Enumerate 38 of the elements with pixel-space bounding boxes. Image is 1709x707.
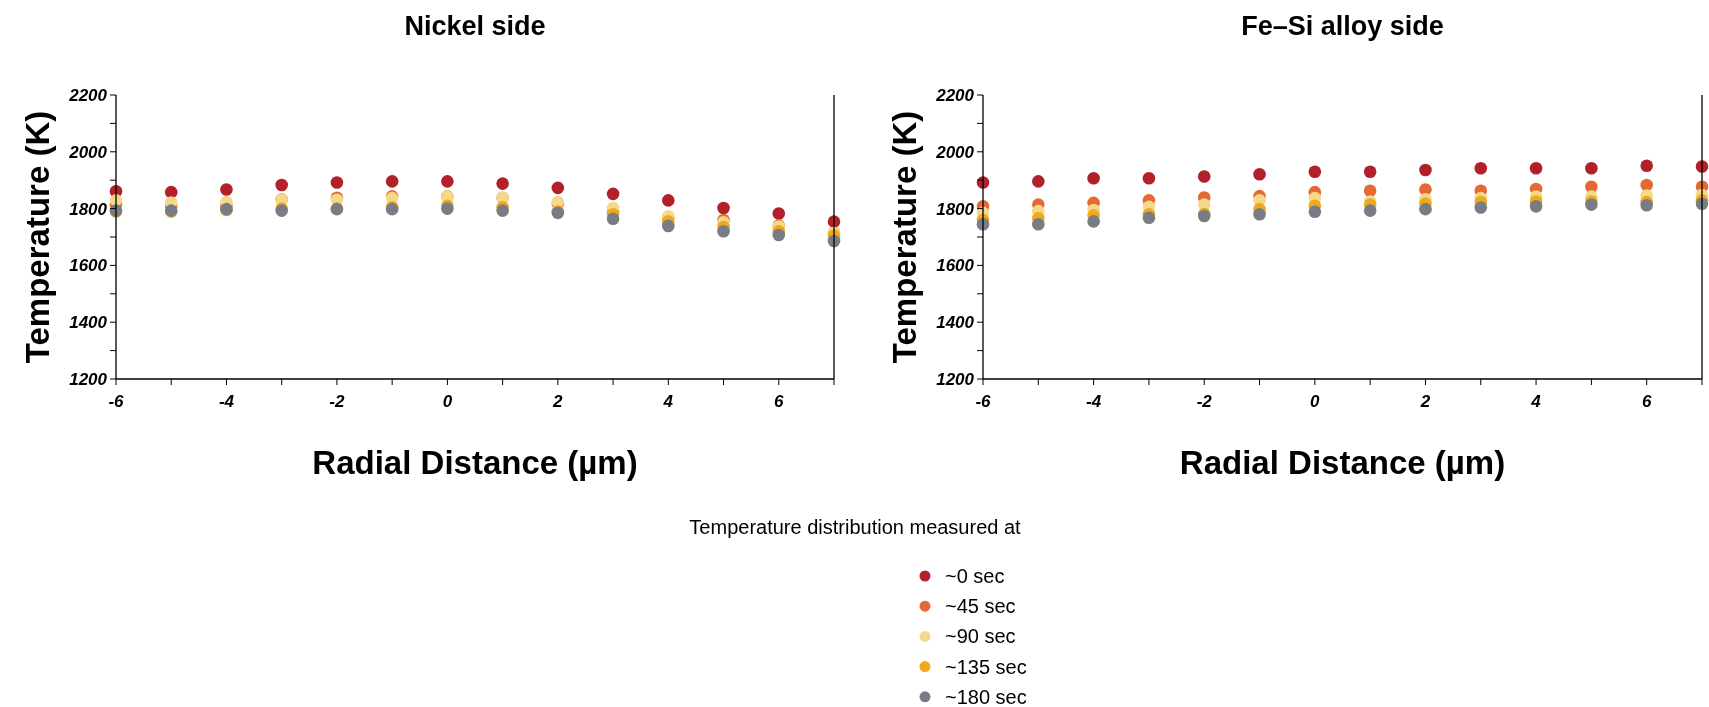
y-tick-label: 2200 xyxy=(935,85,975,105)
x-tick-label: 6 xyxy=(774,392,785,411)
y-tick-label: 2000 xyxy=(68,142,108,162)
y-tick-label: 1400 xyxy=(69,313,108,333)
chart-title: Nickel side xyxy=(404,11,546,41)
x-tick-label: -2 xyxy=(329,392,346,411)
x-tick-label: 6 xyxy=(1641,392,1652,411)
y-tick-label: 1400 xyxy=(936,313,975,333)
x-tick-label: 4 xyxy=(662,392,674,411)
x-tick-label: -6 xyxy=(108,392,125,411)
x-tick-label: -4 xyxy=(218,392,235,411)
x-tick-label: 2 xyxy=(552,392,564,411)
legend-label: ~0 sec xyxy=(945,565,1005,587)
x-tick-label: 0 xyxy=(442,392,453,411)
y-tick-label: 1200 xyxy=(69,369,108,389)
y-tick-label: 1800 xyxy=(69,199,108,219)
x-tick-label: -2 xyxy=(1196,392,1213,411)
x-tick-label: -6 xyxy=(975,392,992,411)
chart-title: Fe–Si alloy side xyxy=(1241,11,1444,41)
y-axis-title: Temperature (K) xyxy=(886,110,923,364)
y-tick-label: 1600 xyxy=(936,256,975,276)
y-axis-title: Temperature (K) xyxy=(19,110,56,364)
y-tick-label: 2000 xyxy=(935,142,975,162)
y-tick-label: 1800 xyxy=(936,199,975,219)
legend-label: ~180 sec xyxy=(945,685,1027,707)
y-tick-label: 1600 xyxy=(69,256,108,276)
x-axis-title: Radial Distance (µm) xyxy=(312,444,638,481)
y-tick-label: 1200 xyxy=(936,369,975,389)
x-tick-label: 4 xyxy=(1530,392,1542,411)
legend-label: ~45 sec xyxy=(945,595,1016,618)
y-tick-label: 2200 xyxy=(68,85,108,105)
legend-label: ~90 sec xyxy=(945,625,1016,648)
x-tick-label: -4 xyxy=(1086,392,1102,411)
x-tick-label: 0 xyxy=(1310,392,1321,411)
x-tick-label: 2 xyxy=(1419,392,1431,411)
legend-title: Temperature distribution measured at xyxy=(689,516,1022,538)
x-axis-title: Radial Distance (µm) xyxy=(1179,444,1506,481)
legend-label: ~135 sec xyxy=(945,655,1027,678)
